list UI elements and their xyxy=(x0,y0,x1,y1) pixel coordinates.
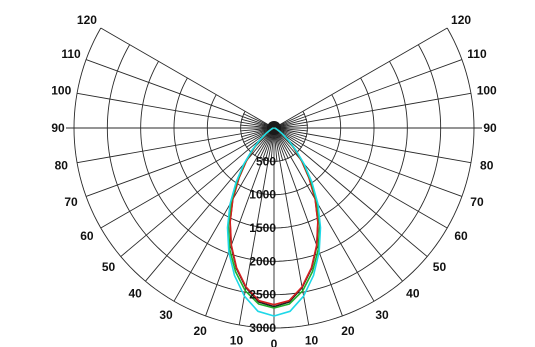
angle-label-right-70: 70 xyxy=(470,195,484,209)
radial-label-1500: 1500 xyxy=(249,221,276,235)
center-hub xyxy=(267,121,281,135)
angle-label-left-120: 120 xyxy=(77,13,97,27)
angle-label-right-10: 10 xyxy=(305,334,319,347)
angle-label-right-110: 110 xyxy=(467,47,487,61)
angle-label-left-10: 10 xyxy=(230,334,244,347)
angle-label-left-20: 20 xyxy=(193,324,207,338)
angle-label-left-60: 60 xyxy=(80,229,94,243)
angle-label-left-110: 110 xyxy=(61,47,81,61)
grid-spoke xyxy=(86,60,274,128)
radial-label-500: 500 xyxy=(256,154,276,168)
radial-label-1000: 1000 xyxy=(249,188,276,202)
angle-label-left-70: 70 xyxy=(64,195,78,209)
grid-subspoke xyxy=(243,114,270,127)
polar-grid xyxy=(66,28,482,328)
radial-label-3000: 3000 xyxy=(249,321,276,335)
radial-label-2000: 2000 xyxy=(249,254,276,268)
angle-label-right-120: 120 xyxy=(451,13,471,27)
angle-label-left-80: 80 xyxy=(55,159,69,173)
angle-label-left-90: 90 xyxy=(51,121,65,135)
angle-label-right-80: 80 xyxy=(480,159,494,173)
angle-label-left-50: 50 xyxy=(102,260,116,274)
angle-label-right-50: 50 xyxy=(433,260,447,274)
angle-label-right-30: 30 xyxy=(375,308,389,322)
angle-label-right-100: 100 xyxy=(477,83,497,97)
angle-label-right-0: 0 xyxy=(271,337,278,347)
grid-subspoke xyxy=(278,114,305,127)
angle-label-left-100: 100 xyxy=(51,83,71,97)
angle-label-right-40: 40 xyxy=(406,286,420,300)
angle-label-right-60: 60 xyxy=(454,229,468,243)
angle-label-left-30: 30 xyxy=(159,308,173,322)
angle-label-left-40: 40 xyxy=(128,286,142,300)
angle-label-right-90: 90 xyxy=(483,121,497,135)
radial-label-2500: 2500 xyxy=(249,288,276,302)
angle-label-right-20: 20 xyxy=(341,324,355,338)
grid-spoke xyxy=(274,60,462,128)
